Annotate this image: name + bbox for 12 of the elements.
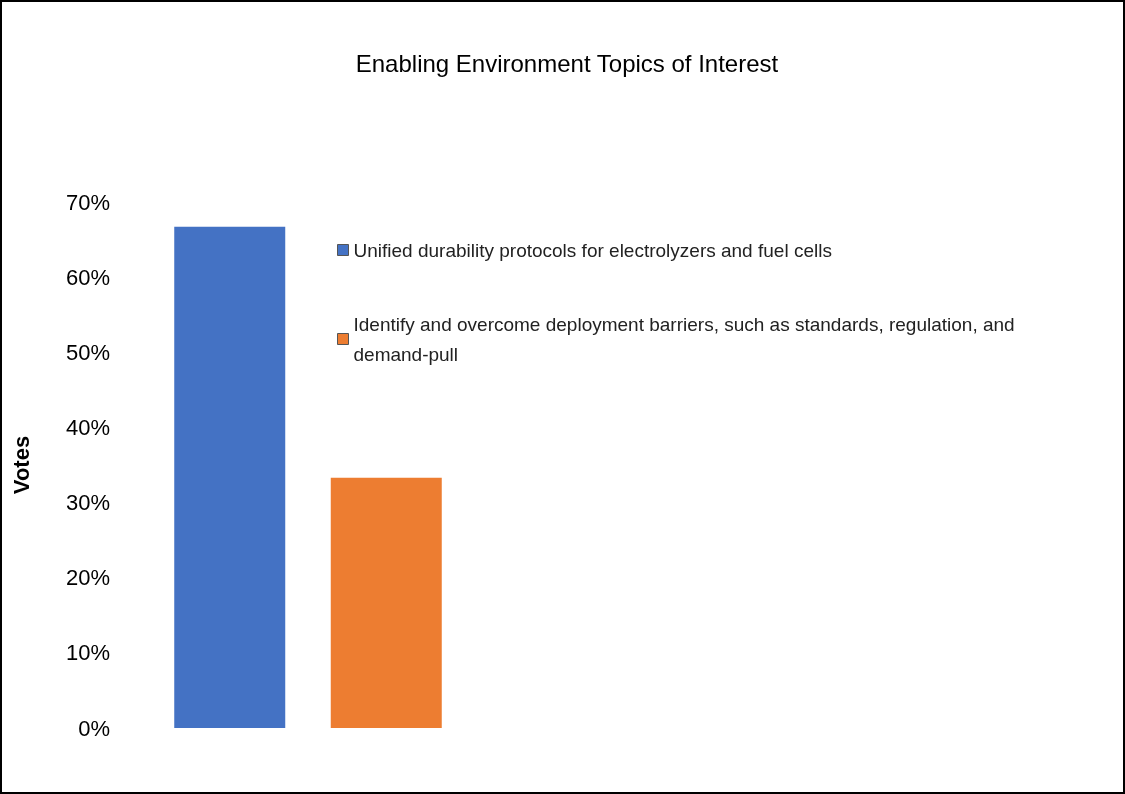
- y-tick-label: 60%: [65, 264, 110, 290]
- legend-label: Unified durability protocols for electrolyzers and fuel cells: [353, 239, 832, 261]
- y-tick-label: 50%: [65, 339, 110, 365]
- y-tick-label: 40%: [65, 414, 110, 440]
- y-tick-label: 0%: [78, 715, 110, 741]
- y-axis-title: Votes: [8, 435, 34, 495]
- y-tick-label: 30%: [65, 490, 110, 516]
- y-tick-label: 70%: [65, 189, 110, 215]
- y-tick-label: 20%: [65, 565, 110, 591]
- text: Enabling Environment Topics of Interest: [355, 49, 779, 77]
- y-tick-label: 10%: [65, 640, 110, 666]
- legend-label: Identify and overcome deployment barriers, such as standards, regulation, and demand-pull: [353, 313, 1020, 365]
